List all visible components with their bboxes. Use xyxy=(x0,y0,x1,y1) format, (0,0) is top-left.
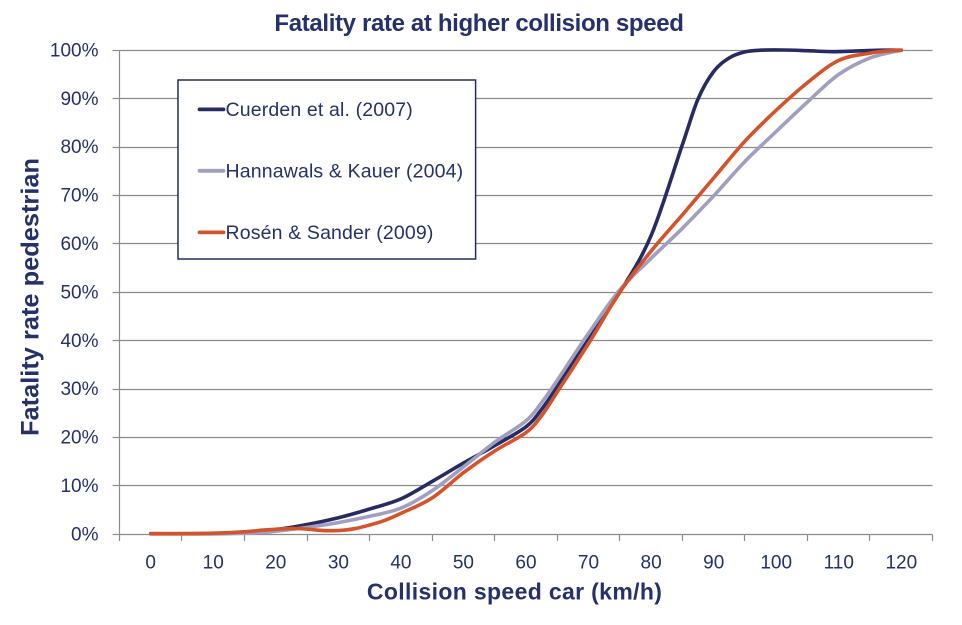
svg-text:50: 50 xyxy=(453,553,474,574)
svg-text:60%: 60% xyxy=(60,234,98,255)
svg-text:20%: 20% xyxy=(60,428,98,449)
svg-text:100%: 100% xyxy=(50,40,99,61)
svg-text:70: 70 xyxy=(578,553,599,574)
svg-text:Cuerden et al. (2007): Cuerden et al. (2007) xyxy=(226,99,413,121)
svg-text:100: 100 xyxy=(760,553,792,574)
svg-text:90: 90 xyxy=(703,553,724,574)
svg-text:90%: 90% xyxy=(60,89,98,110)
svg-text:Fatality rate at higher collis: Fatality rate at higher collision speed xyxy=(274,10,683,37)
svg-text:Rosén & Sander (2009): Rosén & Sander (2009) xyxy=(226,222,434,244)
svg-text:50%: 50% xyxy=(60,282,98,303)
svg-text:30%: 30% xyxy=(60,379,98,400)
svg-text:70%: 70% xyxy=(60,186,98,207)
svg-text:20: 20 xyxy=(265,553,286,574)
svg-text:40%: 40% xyxy=(60,331,98,352)
svg-text:30: 30 xyxy=(328,553,349,574)
svg-text:60: 60 xyxy=(515,553,536,574)
svg-text:Hannawals & Kauer (2004): Hannawals & Kauer (2004) xyxy=(226,160,464,182)
svg-text:80%: 80% xyxy=(60,137,98,158)
svg-text:120: 120 xyxy=(885,553,917,574)
svg-text:10%: 10% xyxy=(60,476,98,497)
svg-text:10: 10 xyxy=(203,553,224,574)
svg-text:Collision speed car (km/h): Collision speed car (km/h) xyxy=(367,579,662,605)
svg-text:80: 80 xyxy=(641,553,662,574)
svg-text:0%: 0% xyxy=(71,524,99,545)
svg-text:110: 110 xyxy=(824,553,854,574)
svg-text:Fatality rate pedestrian: Fatality rate pedestrian xyxy=(17,158,45,436)
svg-text:40: 40 xyxy=(390,553,411,574)
svg-text:0: 0 xyxy=(145,553,156,574)
